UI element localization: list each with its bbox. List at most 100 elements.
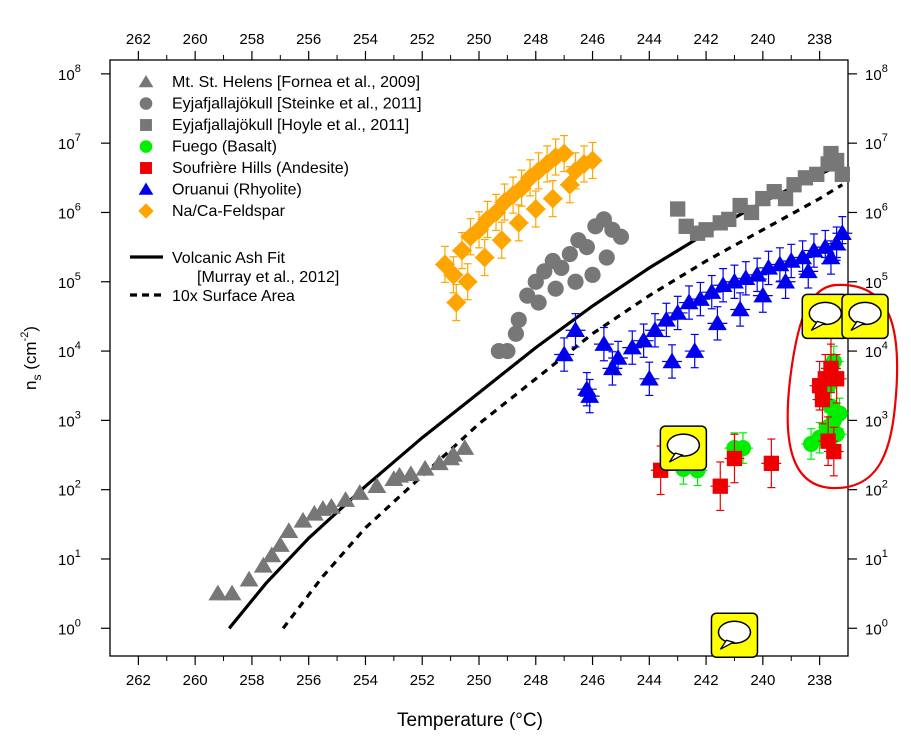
data-point xyxy=(670,201,686,217)
data-point xyxy=(612,228,630,245)
y-tick-label-left: 105 xyxy=(58,271,81,292)
x-tick-label-bottom: 244 xyxy=(637,672,662,689)
series-5 xyxy=(554,216,853,414)
y-tick-label-left: 107 xyxy=(58,132,81,153)
data-point xyxy=(821,248,841,265)
legend-label: Soufrière Hills (Andesite) xyxy=(172,160,349,177)
data-point xyxy=(537,154,558,174)
y-tick-label-right: 105 xyxy=(865,271,888,292)
data-point xyxy=(566,321,585,338)
series-6 xyxy=(435,134,603,322)
x-tick-label-top: 262 xyxy=(126,31,151,48)
data-point xyxy=(580,387,600,403)
data-point xyxy=(542,188,563,209)
data-point xyxy=(721,211,737,228)
legend-label: Oruanui (Rhyolite) xyxy=(172,182,302,199)
data-point xyxy=(474,247,495,268)
data-point xyxy=(446,292,467,313)
legend-label: Mt. St. Helens [Fornea et al., 2009] xyxy=(172,74,420,91)
data-point xyxy=(730,300,750,317)
data-point xyxy=(702,283,722,299)
comment-icon[interactable] xyxy=(841,293,889,340)
data-point xyxy=(510,311,527,328)
x-axis-label: Temperature (°C) xyxy=(397,710,543,731)
y-tick-label-left: 106 xyxy=(58,201,81,222)
y-tick-label-left: 102 xyxy=(58,479,81,500)
data-point xyxy=(554,345,574,362)
x-tick-label-bottom: 262 xyxy=(126,672,151,689)
x-tick-label-bottom: 238 xyxy=(807,672,832,689)
axes: 262 262 260 260 258 258 256 256 254 254 252 252 250 2… xyxy=(58,31,888,689)
data-point xyxy=(834,166,850,182)
data-point xyxy=(798,262,818,279)
data-point xyxy=(457,271,478,292)
x-tick-label-bottom: 258 xyxy=(239,672,264,689)
highlight-outline xyxy=(786,283,899,490)
data-point xyxy=(776,272,796,289)
x-tick-label-top: 246 xyxy=(580,31,605,48)
x-tick-label-top: 250 xyxy=(466,31,491,48)
data-point xyxy=(685,342,705,358)
data-point xyxy=(634,331,654,348)
comment-icon[interactable] xyxy=(710,612,759,658)
data-point xyxy=(367,477,387,493)
x-tick-label-top: 258 xyxy=(239,31,264,48)
data-point xyxy=(222,584,242,601)
x-tick-label-top: 254 xyxy=(353,31,378,48)
x-tick-label-top: 252 xyxy=(410,31,435,48)
series-2 xyxy=(670,145,850,241)
data-point xyxy=(662,352,682,369)
x-tick-label-top: 260 xyxy=(183,31,208,48)
data-point xyxy=(239,570,259,587)
data-point xyxy=(270,536,290,552)
x-tick-label-bottom: 252 xyxy=(410,672,435,689)
y-label-sub: s xyxy=(30,375,44,381)
data-point xyxy=(574,154,594,174)
y-tick-label-right: 103 xyxy=(865,409,888,430)
data-point xyxy=(490,342,507,360)
y-tick-label-right: 104 xyxy=(865,340,888,361)
data-point xyxy=(444,446,463,462)
y-tick-label-right: 101 xyxy=(865,548,888,569)
data-point xyxy=(262,546,282,563)
data-point xyxy=(598,249,615,266)
y-label-unit-sup: -2 xyxy=(19,332,31,342)
y-tick-label-right: 100 xyxy=(865,617,888,638)
data-point xyxy=(491,230,512,251)
data-point xyxy=(511,178,532,199)
y-tick-label-right: 107 xyxy=(865,132,888,153)
data-point xyxy=(528,160,549,181)
data-point xyxy=(559,174,580,195)
data-point xyxy=(486,202,506,223)
x-tick-label-top: 242 xyxy=(694,31,719,48)
x-tick-label-bottom: 240 xyxy=(750,672,775,689)
y-axis-label: ns (cm-2) xyxy=(19,326,44,390)
legend-label: Na/Ca-Feldspar xyxy=(172,203,286,220)
data-point xyxy=(561,245,578,263)
y-tick-label-left: 101 xyxy=(58,548,81,569)
y-tick-label-left: 100 xyxy=(58,617,81,638)
x-tick-label-bottom: 242 xyxy=(694,672,719,689)
data-point xyxy=(567,273,584,290)
data-point xyxy=(554,143,575,164)
x-tick-label-bottom: 248 xyxy=(523,672,548,689)
y-label-main: n xyxy=(21,381,40,390)
y-tick-label-left: 108 xyxy=(58,63,81,84)
data-point xyxy=(508,212,529,233)
data-point xyxy=(726,450,743,467)
legend-label: 10x Surface Area xyxy=(172,288,295,305)
data-point xyxy=(503,185,523,206)
data-point xyxy=(460,226,481,247)
comment-icon[interactable] xyxy=(659,425,708,471)
data-point xyxy=(253,556,273,573)
data-point xyxy=(477,209,498,230)
x-tick-label-bottom: 256 xyxy=(296,672,321,689)
x-tick-label-bottom: 246 xyxy=(580,672,605,689)
data-point xyxy=(507,325,524,342)
data-point xyxy=(827,234,847,251)
data-point xyxy=(712,478,728,494)
data-point xyxy=(645,321,665,338)
data-point xyxy=(390,466,409,483)
